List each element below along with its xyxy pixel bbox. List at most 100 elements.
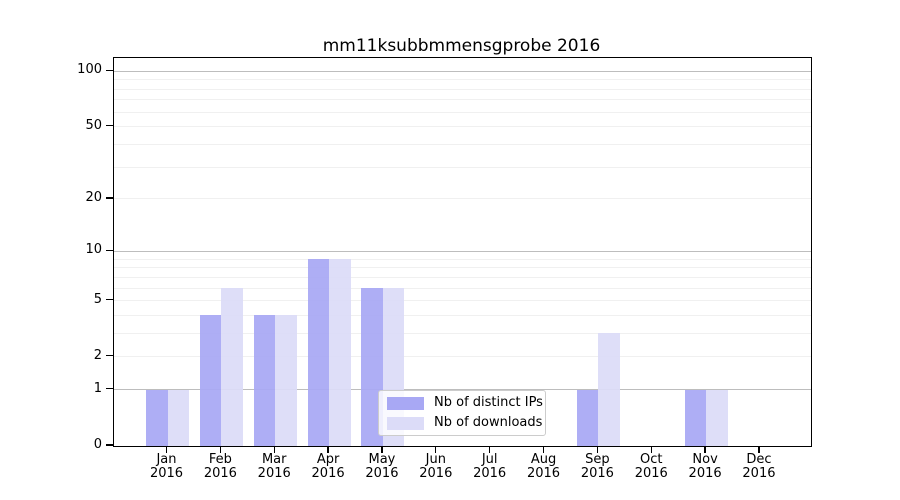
- bar-distinct-ips-may: [361, 288, 383, 446]
- minor-gridline-50: [114, 126, 811, 128]
- year-label: 2016: [473, 466, 507, 481]
- legend-label-distinct-ips: Nb of distinct IPs: [434, 395, 543, 410]
- y-axis-tick-1: [105, 388, 113, 390]
- legend: Nb of distinct IPs Nb of downloads: [378, 390, 546, 436]
- month-label: Sep: [585, 452, 610, 467]
- legend-swatch-downloads-icon: [387, 416, 424, 430]
- y-axis-tick-label-2: 2: [93, 347, 102, 363]
- x-axis-tick-oct: [650, 446, 652, 453]
- minor-gridline-60: [114, 111, 811, 113]
- y-axis-tick-10: [105, 249, 113, 251]
- minor-gridline-90: [114, 79, 811, 81]
- x-axis-tick-label-jun: Jun 2016: [404, 453, 468, 481]
- chart-title: mm11ksubbmmensgprobe 2016: [322, 36, 601, 56]
- minor-gridline-3: [114, 332, 811, 334]
- plot-area: Nb of distinct IPs Nb of downloads: [113, 57, 812, 447]
- year-label: 2016: [149, 466, 184, 481]
- month-label: Apr: [316, 452, 340, 467]
- y-axis-tick-label-50: 50: [85, 117, 102, 133]
- month-label: Jul: [481, 452, 498, 467]
- minor-gridline-2: [114, 356, 811, 358]
- y-axis-tick-label-5: 5: [93, 291, 102, 307]
- y-axis-tick-label-100: 100: [77, 62, 102, 78]
- x-axis-tick-label-dec: Dec 2016: [727, 453, 791, 481]
- x-axis-tick-aug: [542, 446, 545, 453]
- x-axis-tick-label-sep: Sep 2016: [565, 453, 629, 481]
- y-axis-tick-label-1: 1: [93, 380, 102, 396]
- y-axis-tick-0: [105, 444, 113, 446]
- y-axis-tick-2: [105, 355, 113, 357]
- year-label: 2016: [634, 466, 668, 481]
- minor-gridline-30: [114, 166, 811, 168]
- year-label: 2016: [365, 466, 399, 481]
- bar-distinct-ips-nov: [684, 389, 707, 446]
- year-label: 2016: [526, 466, 561, 481]
- month-label: May: [368, 452, 396, 467]
- bar-downloads-mar: [275, 315, 297, 446]
- year-label: 2016: [257, 466, 291, 481]
- minor-gridline-80: [114, 88, 811, 90]
- bar-distinct-ips-apr: [307, 259, 330, 446]
- bar-downloads-jan: [167, 389, 189, 446]
- x-axis-tick-label-may: May 2016: [350, 453, 414, 481]
- x-axis-tick-mar: [273, 446, 275, 453]
- month-label: Nov: [692, 452, 718, 467]
- minor-gridline-4: [114, 314, 811, 316]
- x-axis-tick-label-aug: Aug 2016: [512, 453, 576, 481]
- x-axis-tick-label-jul: Jul 2016: [458, 453, 522, 481]
- legend-item-distinct-ips: Nb of distinct IPs: [387, 396, 545, 410]
- major-gridline-100: [114, 70, 811, 72]
- y-axis-tick-50: [105, 125, 113, 127]
- x-axis-tick-label-apr: Apr 2016: [296, 453, 360, 481]
- bar-distinct-ips-jan: [146, 389, 168, 446]
- month-label: Aug: [530, 452, 557, 467]
- y-axis-tick-label-20: 20: [85, 189, 102, 205]
- x-axis-tick-label-oct: Oct 2016: [619, 453, 683, 481]
- x-axis-tick-jul: [488, 446, 491, 453]
- minor-gridline-20: [114, 198, 811, 200]
- x-axis-tick-label-mar: Mar 2016: [242, 453, 306, 481]
- month-label: Feb: [208, 452, 232, 467]
- year-label: 2016: [311, 466, 345, 481]
- x-axis-tick-jan: [165, 446, 168, 453]
- month-label: Oct: [639, 452, 663, 467]
- y-axis-tick-label-10: 10: [85, 242, 102, 258]
- major-gridline-1: [114, 389, 811, 391]
- bar-downloads-sep: [598, 333, 620, 446]
- x-axis-tick-may: [381, 446, 383, 453]
- bar-downloads-apr: [329, 259, 351, 446]
- minor-gridline-40: [114, 144, 811, 145]
- legend-item-downloads: Nb of downloads: [387, 416, 545, 430]
- minor-gridline-5: [114, 300, 811, 302]
- x-axis-tick-feb: [219, 446, 222, 453]
- bar-distinct-ips-mar: [253, 315, 276, 446]
- month-label: Mar: [261, 452, 287, 467]
- x-axis-tick-apr: [327, 446, 329, 453]
- minor-gridline-70: [114, 99, 811, 101]
- month-label: Jun: [425, 452, 446, 467]
- minor-gridline-6: [114, 287, 811, 289]
- year-label: 2016: [580, 466, 614, 481]
- year-label: 2016: [688, 466, 722, 481]
- y-axis-tick-label-0: 0: [93, 437, 102, 452]
- minor-gridline-8: [114, 267, 811, 269]
- year-label: 2016: [203, 466, 237, 481]
- x-axis-tick-label-nov: Nov 2016: [673, 453, 737, 481]
- x-axis-tick-dec: [758, 446, 760, 453]
- y-axis-tick-100: [105, 69, 113, 71]
- x-axis-tick-label-jan: Jan 2016: [135, 453, 199, 481]
- bar-downloads-nov: [706, 389, 728, 446]
- x-axis-tick-jun: [435, 446, 437, 453]
- bar-distinct-ips-feb: [199, 315, 222, 446]
- y-axis-tick-5: [105, 298, 113, 301]
- legend-swatch-distinct-ips-icon: [387, 396, 424, 410]
- x-axis-tick-sep: [596, 446, 599, 453]
- y-axis-tick-20: [105, 197, 113, 199]
- year-label: 2016: [419, 466, 453, 481]
- x-axis-tick-label-feb: Feb 2016: [188, 453, 252, 481]
- minor-gridline-9: [114, 258, 811, 260]
- minor-gridline-7: [114, 276, 811, 278]
- bar-distinct-ips-sep: [576, 389, 599, 446]
- major-gridline-10: [114, 250, 811, 252]
